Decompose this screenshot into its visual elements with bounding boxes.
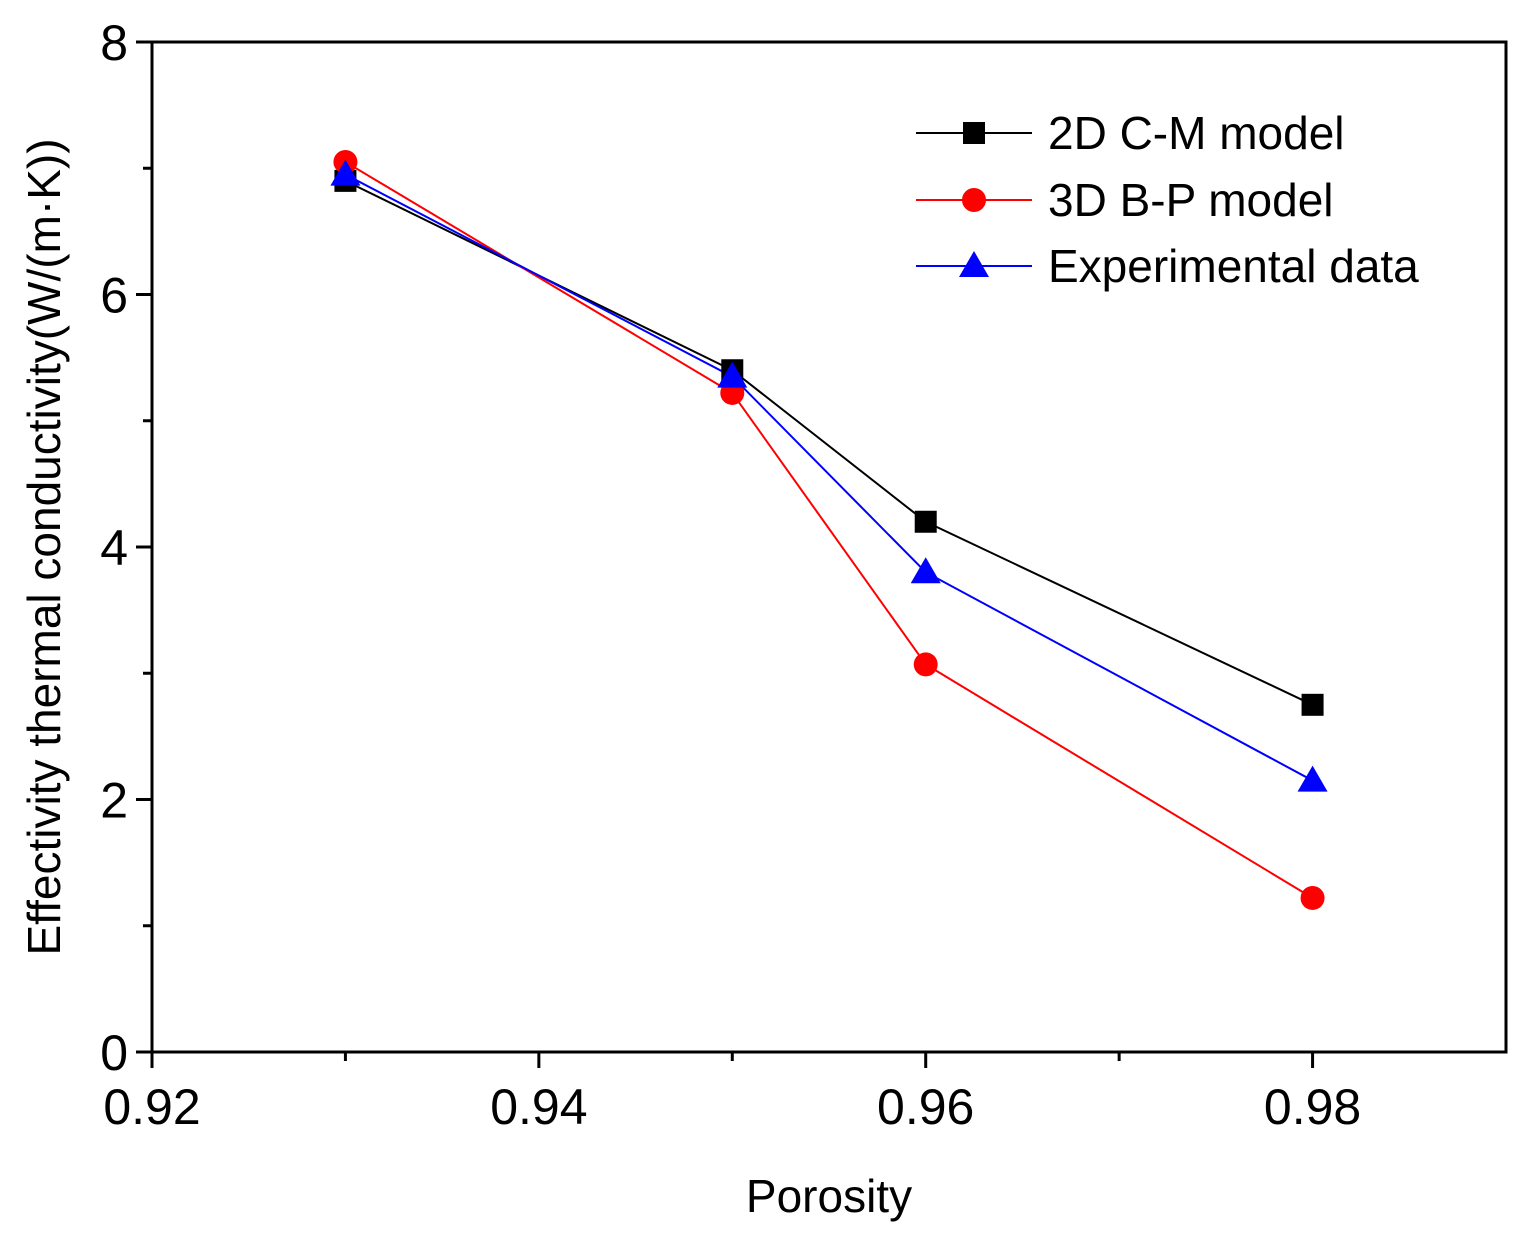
series-lines [344, 161, 1314, 899]
series-line-experimental-data [344, 173, 1314, 782]
y-axis-title: Effectivity thermal conductivity(W/(m·K)… [18, 138, 70, 955]
legend-marker-circle-icon [962, 188, 986, 212]
y-tick-label: 0 [100, 1025, 128, 1081]
series-markers [330, 149, 1328, 910]
x-tick-label: 0.96 [877, 1079, 974, 1135]
legend-label-2d-cm: 2D C-M model [1048, 107, 1345, 159]
data-point-2d-c-m-model [1301, 693, 1324, 716]
series-line-3d-b-p-model [344, 161, 1314, 899]
y-tick-label: 8 [100, 15, 128, 71]
data-point-experimental-data [910, 557, 941, 584]
x-axis-title: Porosity [746, 1170, 912, 1222]
x-tick-label: 0.98 [1264, 1079, 1361, 1135]
data-point-3d-b-p-model [1300, 885, 1325, 910]
axis-tick-labels: 0.92 0.94 0.96 0.98 0 2 4 6 8 [100, 15, 1361, 1135]
data-point-2d-c-m-model [914, 510, 937, 533]
legend-marker-square-icon [963, 122, 985, 144]
x-tick-label: 0.92 [103, 1079, 200, 1135]
legend-label-3d-bp: 3D B-P model [1048, 174, 1334, 226]
x-tick-label: 0.94 [490, 1079, 587, 1135]
data-point-experimental-data [717, 361, 748, 388]
legend-marker-triangle-icon [959, 251, 989, 277]
legend: 2D C-M model 3D B-P model Experimental d… [916, 107, 1419, 292]
data-point-experimental-data [330, 159, 361, 186]
legend-label-experimental: Experimental data [1048, 240, 1419, 292]
data-point-3d-b-p-model [913, 652, 938, 677]
data-point-experimental-data [1297, 765, 1328, 792]
y-tick-label: 6 [100, 268, 128, 324]
y-tick-label: 4 [100, 520, 128, 576]
y-tick-label: 2 [100, 773, 128, 829]
axis-ticks [136, 40, 1315, 1068]
